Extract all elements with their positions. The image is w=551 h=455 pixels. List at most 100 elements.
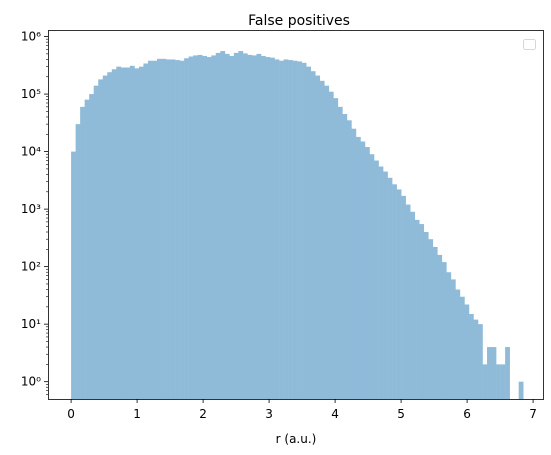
histogram-bar (333, 98, 339, 399)
histogram-bar (224, 53, 230, 400)
histogram-bar (229, 55, 235, 399)
histogram-bar (450, 279, 456, 399)
legend-box (523, 39, 536, 50)
histogram-bar (459, 296, 465, 399)
x-axis-label: r (a.u.) (276, 432, 317, 446)
histogram-bar (134, 68, 140, 399)
y-tick-label: 10⁶ (21, 30, 41, 44)
plot-frame (48, 30, 544, 400)
histogram-bar (242, 53, 248, 399)
x-tick-label: 4 (331, 407, 339, 421)
histogram-bar (279, 60, 284, 399)
histogram-bar (464, 304, 470, 399)
histogram-bar (496, 364, 501, 399)
histogram-bar (301, 62, 307, 399)
histogram-bar (93, 85, 99, 400)
histogram-bar (274, 59, 280, 399)
histogram-bar (410, 211, 415, 399)
x-tick-label: 3 (265, 407, 273, 421)
histogram-bar (129, 65, 135, 399)
histogram-bar (383, 171, 388, 399)
histogram-bar (342, 114, 348, 400)
histogram-bar (238, 51, 244, 399)
histogram-bar (419, 224, 425, 399)
histogram-bar (102, 75, 108, 399)
histogram-bar (392, 184, 397, 399)
histogram-bar (306, 66, 312, 399)
histogram-bar (71, 151, 76, 399)
histogram-bar (369, 154, 375, 399)
histogram-bar (437, 254, 443, 399)
bars-group (71, 51, 524, 400)
histogram-bar (211, 55, 217, 400)
histogram-bar (482, 364, 488, 399)
histogram-bar (270, 57, 275, 399)
histogram-bar (468, 314, 474, 399)
histogram-bar (324, 85, 330, 400)
histogram-bar (147, 60, 153, 399)
x-tick-label: 0 (67, 407, 75, 421)
histogram-bar (107, 72, 113, 400)
histogram-bar (265, 57, 271, 400)
x-tick-label: 1 (133, 407, 141, 421)
y-tick-label: 10³ (21, 202, 41, 216)
x-tick-label: 7 (529, 407, 537, 421)
histogram-bar (423, 232, 429, 399)
histogram-bar (487, 347, 492, 399)
histogram-bar (432, 246, 438, 399)
histogram-bar (337, 106, 343, 399)
histogram-bar (319, 80, 325, 399)
histogram-bar (283, 59, 289, 399)
histogram-bar (120, 67, 126, 399)
histogram-bar (351, 128, 357, 399)
histogram-bar (202, 55, 208, 399)
histogram-bar (170, 59, 176, 399)
histogram-bar (441, 262, 447, 399)
histogram-bar (80, 106, 85, 399)
histogram-bar (414, 219, 420, 399)
histogram-bar (111, 69, 117, 399)
y-tick-label: 10⁴ (21, 145, 41, 159)
histogram-bar (355, 136, 361, 399)
histogram-bar (152, 60, 158, 399)
histogram-bar (161, 58, 167, 399)
histogram-bar (116, 66, 122, 399)
histogram-bar (206, 57, 212, 400)
histogram-bar (505, 347, 510, 399)
histogram-bar (84, 99, 90, 400)
histogram-bar (179, 60, 185, 399)
histogram-bar (364, 147, 370, 399)
histogram-bar (75, 124, 81, 400)
y-tick-label: 10⁰ (21, 375, 41, 389)
histogram-bar (455, 289, 461, 399)
histogram-bar (500, 364, 506, 399)
histogram-bar (297, 61, 302, 399)
histogram-bar (188, 56, 194, 399)
histogram-bar (288, 60, 293, 399)
x-tick-label: 2 (199, 407, 207, 421)
histogram-bar (405, 204, 411, 399)
histogram-bar (247, 54, 253, 399)
x-axis: 0 1 2 3 4 5 6 7 (67, 399, 537, 421)
histogram-bar (360, 141, 366, 399)
histogram-bar (166, 59, 171, 399)
histogram-bar (197, 54, 203, 399)
histogram-bar (491, 347, 497, 399)
y-tick-label: 10⁵ (21, 87, 41, 101)
histogram-bar (256, 53, 262, 400)
histogram-bar (193, 55, 198, 400)
y-tick-label: 10¹ (21, 317, 41, 331)
histogram-bar (292, 60, 298, 399)
histogram-bar (310, 71, 316, 399)
histogram-bar (98, 79, 104, 399)
histogram-bar (251, 55, 257, 400)
histogram-bar (346, 120, 352, 400)
histogram-bar (315, 75, 321, 399)
histogram-bar (446, 272, 452, 399)
histogram-bar (89, 94, 94, 399)
histogram-bar (260, 55, 266, 399)
histogram-bar (401, 195, 406, 399)
histogram-bar (477, 324, 483, 399)
histogram-bar (328, 91, 334, 399)
